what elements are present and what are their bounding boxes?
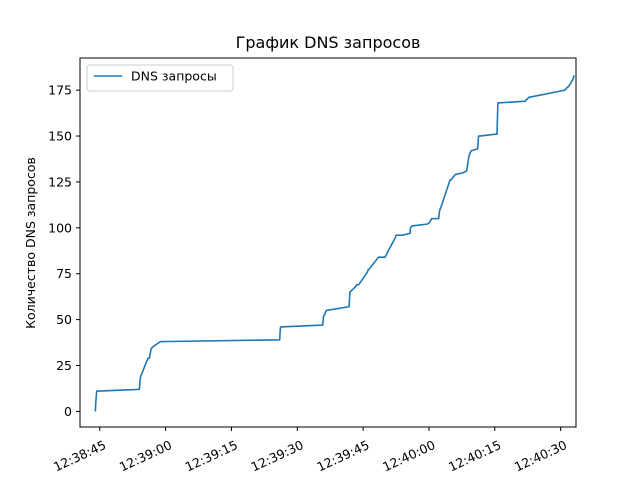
chart-title: График DNS запросов (236, 33, 421, 52)
y-tick-label: 25 (56, 358, 72, 373)
y-tick-label: 100 (48, 220, 72, 235)
y-tick-label: 125 (48, 174, 72, 189)
legend-box (86, 64, 234, 92)
y-tick-label: 150 (48, 129, 72, 144)
y-tick-label: 75 (56, 266, 72, 281)
series-line-dns-requests (94, 75, 575, 412)
y-tick-label: 0 (64, 404, 72, 419)
legend: DNS запросы (86, 64, 234, 92)
y-axis-ticks: 0 25 50 75 100 125 150 175 (48, 83, 80, 419)
y-axis-label: Количество DNS запросов (23, 157, 38, 329)
plot-area-frame (79, 57, 577, 428)
y-tick-label: 50 (56, 312, 72, 327)
series-group (94, 75, 575, 412)
legend-entry-dns-requests: DNS запросы (131, 69, 217, 84)
y-tick-label: 175 (48, 83, 72, 98)
